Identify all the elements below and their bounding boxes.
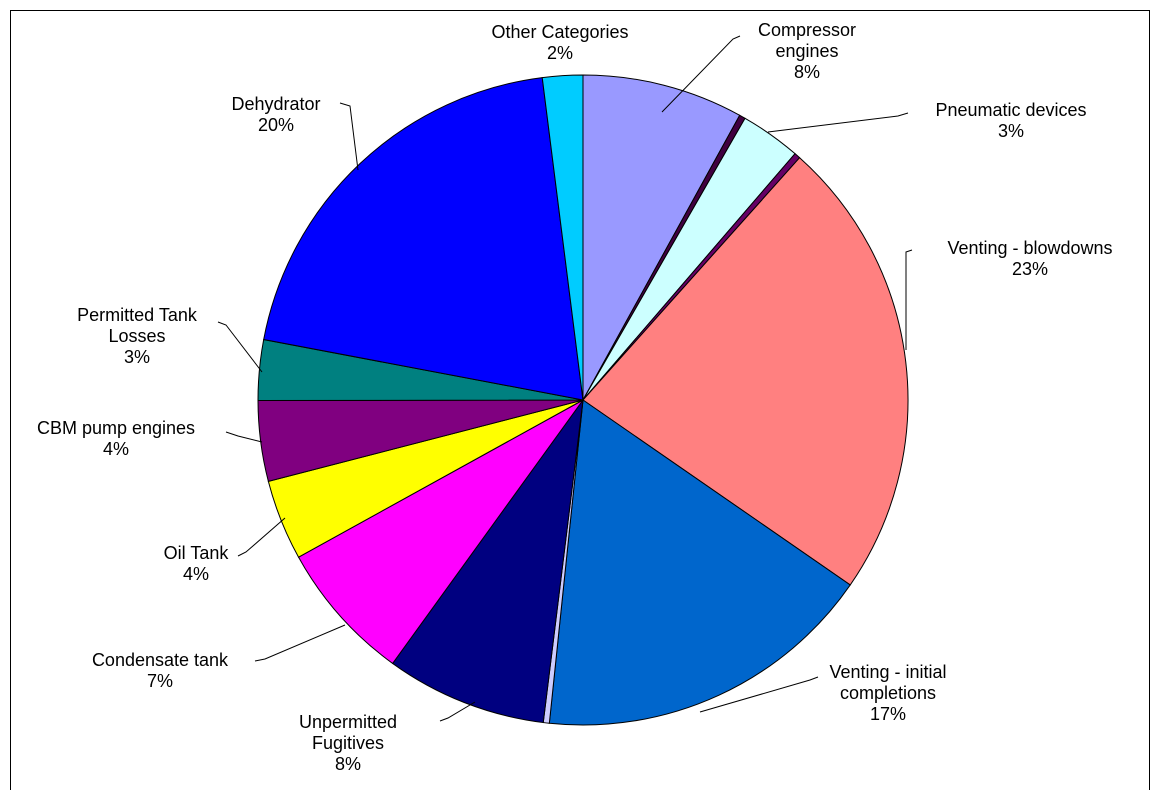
leader-line [254,624,346,662]
slice-name: Pneumatic devices [935,100,1087,120]
slice-name: Venting - initial completions [829,662,947,703]
slice-label: Condensate tank 7% [55,650,265,692]
chart-frame [10,10,1150,790]
slice-label: Permitted Tank Losses 3% [57,305,217,368]
slice-label: CBM pump engines 4% [1,418,231,460]
slice-label: Venting - blowdowns 23% [905,238,1152,280]
slice-percent: 4% [102,439,129,459]
slice-name: Compressor engines [757,20,857,61]
slice-name: Unpermitted Fugitives [298,712,398,753]
leader-line [699,676,819,713]
pie-slice [297,399,584,665]
slice-label: Oil Tank 4% [146,543,246,585]
slice-name: Permitted Tank Losses [77,305,197,346]
pie-slice [582,157,909,586]
leader-line [661,35,741,113]
leader-line [225,431,263,443]
slice-percent: 17% [869,704,907,724]
slice-label: Other Categories 2% [450,22,670,64]
slice-name: Dehydrator [231,94,321,114]
leader-line [767,112,909,133]
slice-name: CBM pump engines [36,418,196,438]
leader-line [339,102,359,171]
slice-percent: 8% [793,62,820,82]
slice-percent: 23% [1011,259,1049,279]
slice-label: Compressor engines 8% [737,20,877,83]
slice-label: Unpermitted Fugitives 8% [288,712,408,775]
pie-slice [263,77,584,401]
slice-name: Other Categories [491,22,629,42]
slice-name: Oil Tank [163,543,229,563]
slice-name: Condensate tank [91,650,229,670]
pie-slice [548,399,851,726]
slice-percent: 2% [546,43,573,63]
slice-label: Venting - initial completions 17% [803,662,973,725]
slice-percent: 20% [257,115,295,135]
slice-name: Venting - blowdowns [947,238,1113,258]
leader-line [439,701,476,722]
leader-line [905,249,913,350]
leader-line [217,321,263,373]
slice-percent: 3% [123,347,150,367]
pie-slice [541,74,584,401]
slice-percent: 3% [997,121,1024,141]
slice-label: Pneumatic devices 3% [896,100,1126,142]
slice-label: Dehydrator 20% [206,94,346,136]
pie-slice [582,74,741,401]
slice-percent: 7% [146,671,173,691]
slice-percent: 4% [182,564,209,584]
leader-line [237,517,286,557]
pie-slice [391,399,584,724]
slice-percent: 8% [334,754,361,774]
